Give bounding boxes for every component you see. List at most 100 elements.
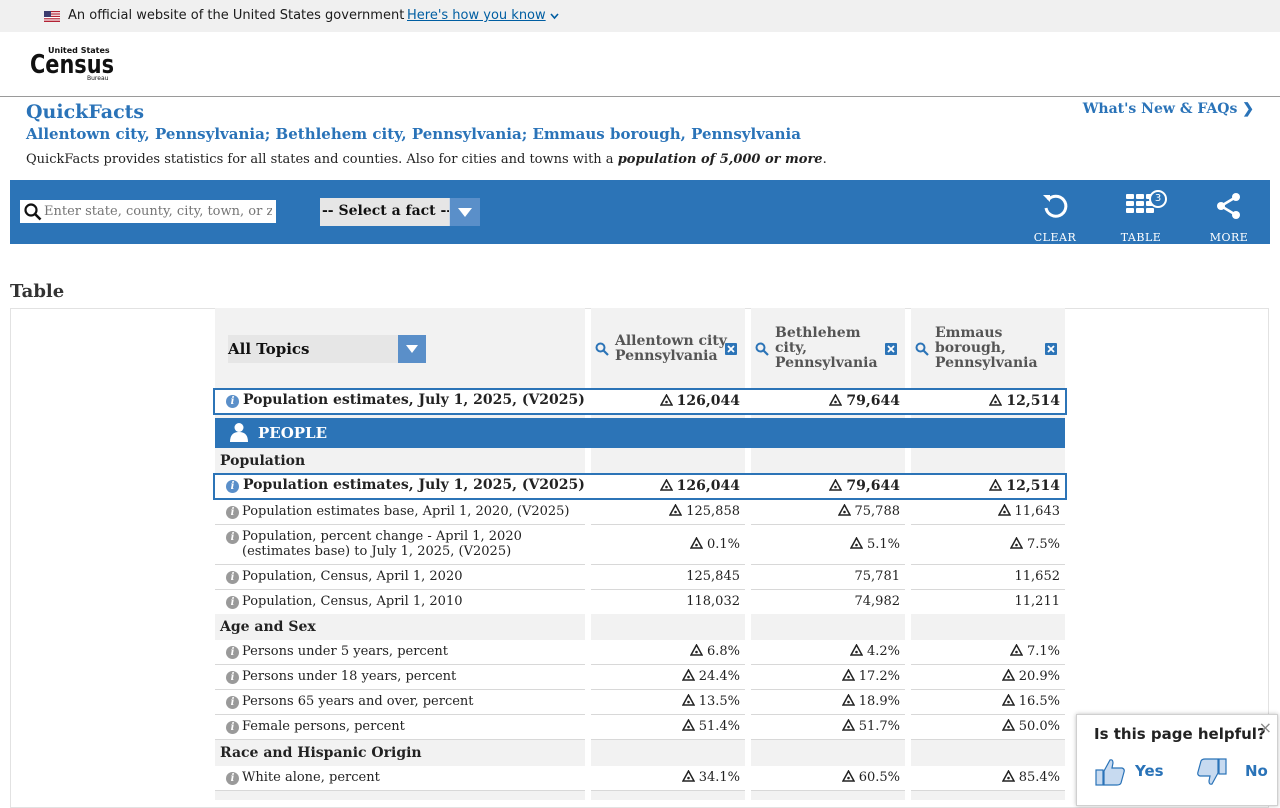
- warning-icon[interactable]: [997, 503, 1011, 516]
- group-label: Race and Hispanic Origin: [220, 745, 422, 761]
- share-icon: [1217, 193, 1240, 219]
- search-input[interactable]: [44, 201, 272, 221]
- row-value: 79,644: [846, 393, 900, 409]
- close-icon[interactable]: ×: [1258, 718, 1272, 737]
- table-label: TABLE: [1120, 231, 1162, 244]
- fact-select-toggle[interactable]: [449, 198, 480, 226]
- row-value: 12,514: [1006, 393, 1060, 409]
- topic-select[interactable]: All Topics: [228, 335, 426, 363]
- warning-icon[interactable]: [837, 503, 851, 516]
- warning-icon[interactable]: [849, 536, 864, 549]
- remove-column-icon[interactable]: [1045, 343, 1057, 355]
- search-icon: [24, 203, 42, 221]
- warning-icon[interactable]: [1001, 693, 1015, 706]
- group-label: Age and Sex: [220, 619, 316, 635]
- warning-icon[interactable]: [681, 769, 695, 782]
- whats-new-faqs-link[interactable]: What's New & FAQs ❯: [1082, 101, 1254, 117]
- info-icon[interactable]: i: [226, 480, 239, 493]
- info-icon[interactable]: i: [226, 696, 239, 709]
- feedback-question: Is this page helpful?: [1094, 725, 1266, 743]
- table-row[interactable]: i Population, Census, April 1, 2020 125,…: [215, 565, 1065, 590]
- info-icon[interactable]: i: [226, 772, 239, 785]
- warning-icon[interactable]: [689, 643, 704, 656]
- info-icon[interactable]: i: [226, 531, 239, 544]
- warning-icon[interactable]: [989, 393, 1003, 406]
- warning-icon[interactable]: [659, 393, 673, 406]
- row-label: White alone, percent: [242, 770, 380, 785]
- table-row[interactable]: i Persons 65 years and over, percent 13.…: [215, 690, 1065, 715]
- people-section-header[interactable]: PEOPLE: [215, 418, 1065, 448]
- warning-icon[interactable]: [659, 478, 673, 491]
- remove-column-icon[interactable]: [725, 343, 737, 355]
- chevron-right-icon: ❯: [1242, 101, 1254, 117]
- table-row[interactable]: i Persons under 18 years, percent 24.4% …: [215, 665, 1065, 690]
- heres-how-you-know-link[interactable]: Here's how you know: [407, 8, 546, 23]
- search-icon[interactable]: [755, 342, 769, 356]
- row-label: Population estimates base, April 1, 2020…: [242, 504, 570, 519]
- chevron-down-icon[interactable]: [550, 13, 559, 20]
- warning-icon[interactable]: [829, 393, 843, 406]
- info-icon[interactable]: i: [226, 721, 239, 734]
- warning-icon[interactable]: [689, 536, 704, 549]
- svg-text:Bureau: Bureau: [87, 75, 109, 81]
- info-icon[interactable]: i: [226, 596, 239, 609]
- column-name: Allentown city, Pennsylvania: [615, 333, 731, 364]
- table-row[interactable]: i Population, Census, April 1, 2010 118,…: [215, 590, 1065, 615]
- warning-icon[interactable]: [841, 668, 855, 681]
- page-title[interactable]: QuickFacts: [26, 101, 145, 123]
- row-label: Female persons, percent: [242, 719, 405, 734]
- no-label: No: [1245, 762, 1268, 780]
- info-icon[interactable]: i: [226, 646, 239, 659]
- table-row[interactable]: i Population estimates base, April 1, 20…: [215, 500, 1065, 525]
- more-button[interactable]: MORE: [1199, 192, 1259, 244]
- row-label: Persons 65 years and over, percent: [242, 694, 474, 709]
- warning-icon[interactable]: [989, 478, 1003, 491]
- quickfacts-description: QuickFacts provides statistics for all s…: [26, 152, 827, 167]
- more-label: MORE: [1209, 231, 1249, 244]
- warning-icon[interactable]: [841, 718, 855, 731]
- remove-column-icon[interactable]: [885, 343, 897, 355]
- table-row[interactable]: i White alone, percent 34.1% 60.5% 85.4%: [215, 766, 1065, 791]
- warning-icon[interactable]: [1001, 769, 1015, 782]
- table-button[interactable]: 3 TABLE: [1111, 190, 1171, 244]
- warning-icon[interactable]: [681, 718, 695, 731]
- fact-select[interactable]: -- Select a fact --: [320, 198, 480, 226]
- info-icon[interactable]: i: [226, 506, 239, 519]
- table-row[interactable]: i Female persons, percent 51.4% 51.7% 50…: [215, 715, 1065, 740]
- info-icon[interactable]: i: [226, 671, 239, 684]
- us-flag-icon: [44, 11, 60, 22]
- warning-icon[interactable]: [829, 478, 843, 491]
- warning-icon[interactable]: [1001, 668, 1015, 681]
- search-icon[interactable]: [595, 342, 609, 356]
- row-value: 0.1%: [706, 537, 740, 552]
- topic-select-toggle[interactable]: [398, 335, 426, 363]
- column-header-allentown: Allentown city, Pennsylvania: [591, 326, 745, 374]
- row-value: 118,032: [686, 594, 740, 609]
- warning-icon[interactable]: [681, 668, 695, 681]
- svg-text:Census: Census: [30, 50, 114, 80]
- warning-icon[interactable]: [1001, 718, 1015, 731]
- warning-icon[interactable]: [1009, 643, 1024, 656]
- svg-text:United States: United States: [48, 46, 110, 55]
- search-box[interactable]: [20, 200, 276, 223]
- warning-icon[interactable]: [841, 693, 855, 706]
- info-icon[interactable]: i: [226, 395, 239, 408]
- feedback-no-button[interactable]: No: [1195, 757, 1268, 787]
- table-row[interactable]: i Population, percent change - April 1, …: [215, 525, 1065, 565]
- yes-label: Yes: [1135, 762, 1164, 780]
- row-value: 12,514: [1006, 478, 1060, 494]
- row-value: 24.4%: [698, 669, 740, 684]
- search-icon[interactable]: [915, 342, 929, 356]
- census-logo[interactable]: United States Census Bureau: [30, 45, 120, 81]
- warning-icon[interactable]: [841, 769, 855, 782]
- warning-icon[interactable]: [668, 503, 683, 516]
- warning-icon[interactable]: [681, 693, 695, 706]
- key-fact-row[interactable]: i Population estimates, July 1, 2025, (V…: [213, 388, 1067, 415]
- feedback-yes-button[interactable]: Yes: [1095, 757, 1175, 787]
- table-row[interactable]: i Persons under 5 years, percent 6.8% 4.…: [215, 640, 1065, 665]
- warning-icon[interactable]: [1009, 536, 1024, 549]
- key-fact-row[interactable]: i Population estimates, July 1, 2025, (V…: [213, 473, 1067, 500]
- clear-button[interactable]: CLEAR: [1025, 192, 1085, 244]
- info-icon[interactable]: i: [226, 571, 239, 584]
- warning-icon[interactable]: [849, 643, 864, 656]
